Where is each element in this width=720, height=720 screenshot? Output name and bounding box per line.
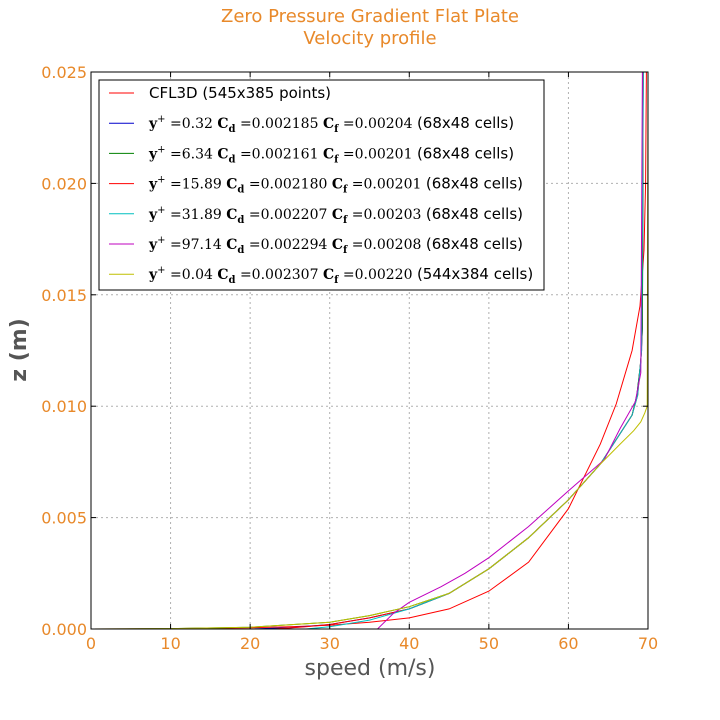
x-tick-label: 70 [638,634,658,653]
x-tick-label: 30 [320,634,340,653]
chart-subtitle: Velocity profile [303,28,437,49]
y-tick-label: 0.015 [41,286,87,305]
legend-entry: y+ =6.34 Cd =0.002161 Cf =0.00201 (68x48… [148,144,514,165]
plot-frame [90,71,649,630]
y-tick-label: 0.010 [41,397,87,416]
series-line-5 [377,71,643,630]
series-line-6 [90,71,649,630]
chart-title: Zero Pressure Gradient Flat Plate [221,6,519,27]
legend-frame [98,79,545,291]
series-lines [90,71,649,630]
y-tick-label: 0.020 [41,174,87,193]
legend: CFL3D (545x385 points) y+ =0.32 Cd =0.002… [98,79,545,291]
x-ticks: 0 10 20 30 40 50 60 70 [86,72,658,653]
y-tick-label: 0.005 [41,509,87,528]
y-tick-label: 0.025 [41,63,87,82]
legend-entry: y+ =97.14 Cd =0.002294 Cf =0.00208 (68x4… [148,235,523,256]
series-line-0 [90,71,647,630]
y-tick-label: 0.000 [41,620,87,639]
y-ticks: 0.000 0.005 0.010 0.015 0.020 0.025 [41,63,648,639]
legend-entry: y+ =31.89 Cd =0.002207 Cf =0.00203 (68x4… [148,205,523,226]
x-tick-label: 10 [160,634,180,653]
x-tick-label: 60 [558,634,578,653]
legend-entry: y+ =0.04 Cd =0.002307 Cf =0.00220 (544x3… [148,265,533,286]
x-tick-label: 40 [399,634,419,653]
legend-entry: CFL3D (545x385 points) [149,84,331,102]
x-tick-label: 50 [479,634,499,653]
x-tick-label: 20 [240,634,260,653]
legend-entry: y+ =15.89 Cd =0.002180 Cf =0.00201 (68x4… [148,175,523,196]
legend-entry: y+ =0.32 Cd =0.002185 Cf =0.00204 (68x48… [148,114,514,135]
x-tick-label: 0 [86,634,96,653]
x-axis-label: speed (m/s) [305,656,436,681]
y-axis-label: z (m) [7,318,32,382]
